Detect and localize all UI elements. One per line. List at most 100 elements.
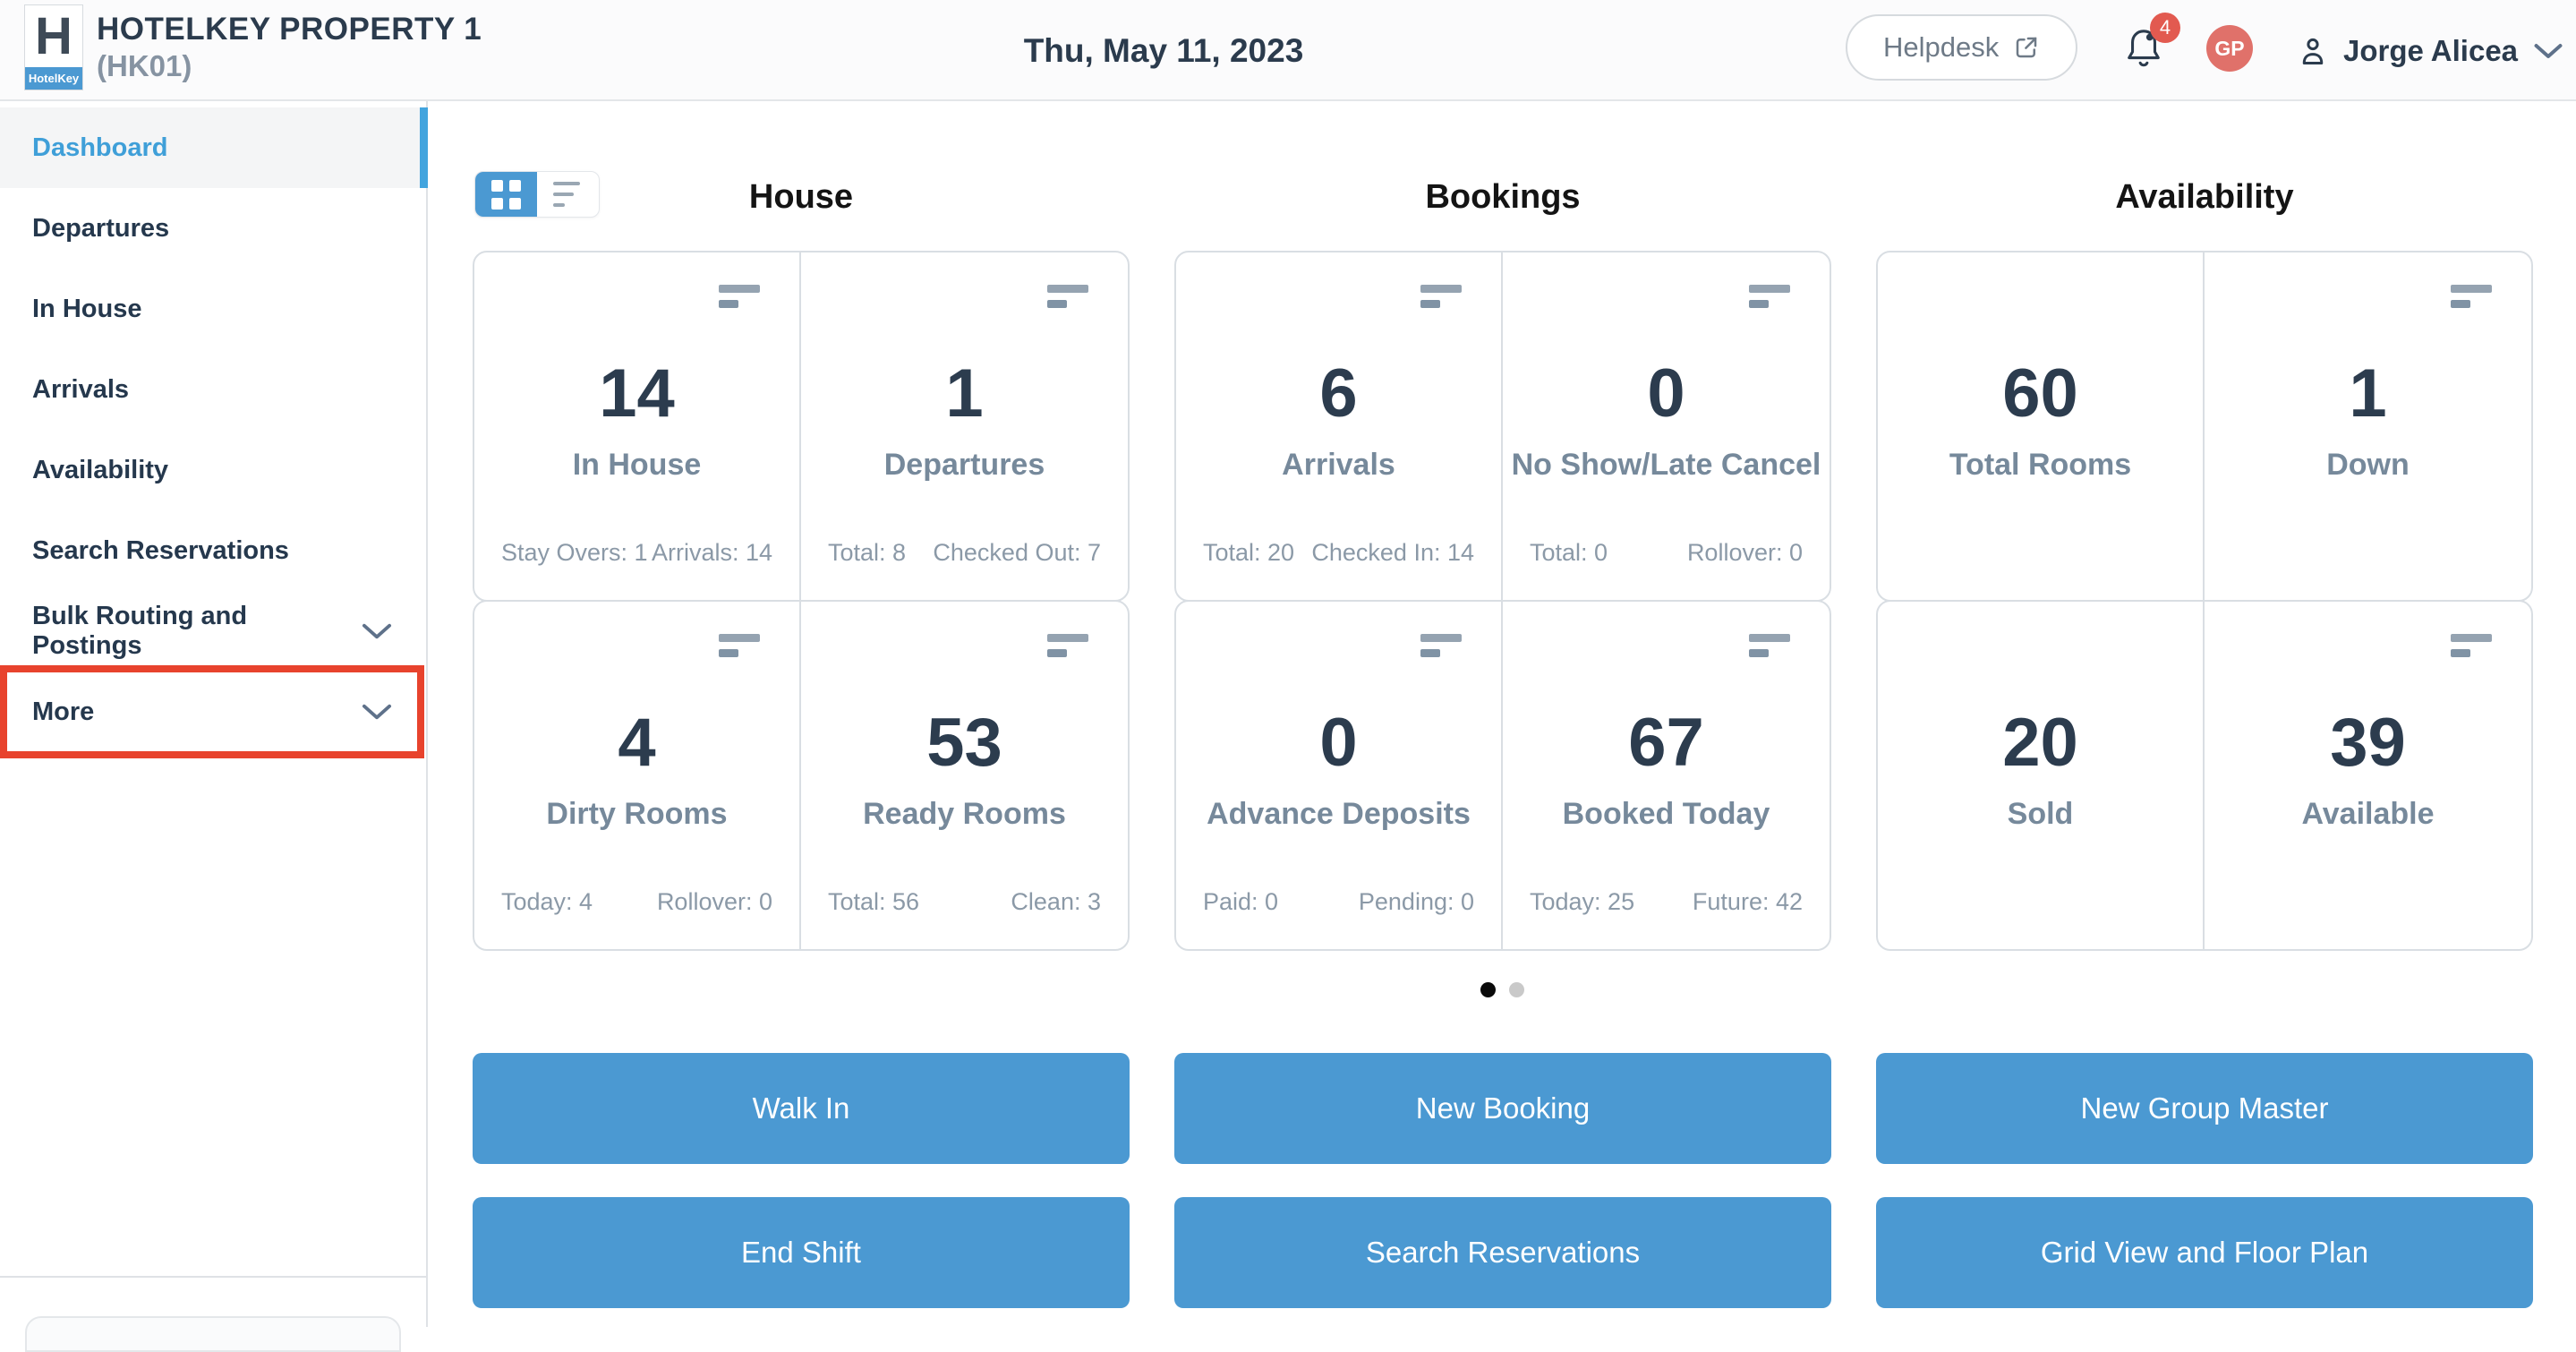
sidebar: Dashboard Departures In House Arrivals A… [0,101,428,1352]
stat-sub-left: Stay Overs: 1 [501,539,648,566]
card-menu-icon[interactable] [1749,285,1790,308]
hotelkey-logo-letter: H [35,7,73,65]
search-reservations-button[interactable]: Search Reservations [1174,1197,1831,1308]
card-group: 0 Advance Deposits Paid: 0 Pending: 0 67… [1174,600,1831,951]
new-group-master-button[interactable]: New Group Master [1876,1053,2533,1164]
person-icon [2297,33,2329,69]
stat-sub-left: Total: 20 [1203,539,1295,566]
chevron-down-icon [2532,41,2564,61]
sidebar-item-search-reservations[interactable]: Search Reservations [0,510,426,591]
sidebar-item-arrivals[interactable]: Arrivals [0,349,426,430]
sidebar-bottom-divider [0,1276,426,1278]
card-menu-icon[interactable] [1420,285,1462,308]
card-menu-icon[interactable] [719,285,760,308]
stat-label: Total Rooms [1949,448,2132,482]
grid-view-and-floor-plan-button[interactable]: Grid View and Floor Plan [1876,1197,2533,1308]
helpdesk-button[interactable]: Helpdesk [1846,14,2078,81]
sidebar-item-bulk-routing-and-postings[interactable]: Bulk Routing and Postings [0,591,426,672]
stat-label: Ready Rooms [863,797,1066,831]
card-group: 14 In House Stay Overs: 1 Arrivals: 14 1… [473,251,1130,602]
active-indicator-bar [420,107,428,188]
stat-card-dirty-rooms[interactable]: 4 Dirty Rooms Today: 4 Rollover: 0 [474,602,801,949]
stat-value: 53 [926,705,1002,781]
stat-value: 39 [2330,705,2406,781]
card-menu-icon[interactable] [2451,634,2492,657]
sidebar-item-label: Availability [32,455,169,484]
sidebar-item-label: Bulk Routing and Postings [32,602,248,660]
sidebar-item-in-house[interactable]: In House [0,269,426,349]
sidebar-item-dashboard[interactable]: Dashboard [0,107,428,188]
stat-sub-left: Today: 4 [501,888,593,915]
section-title-availability: Availability [2115,178,2294,216]
carousel-dot-1[interactable] [1480,982,1496,997]
notifications-button[interactable]: 4 [2123,13,2180,72]
stat-card-departures[interactable]: 1 Departures Total: 8 Checked Out: 7 [801,252,1128,600]
card-group: 6 Arrivals Total: 20 Checked In: 14 0 No… [1174,251,1831,602]
helpdesk-label: Helpdesk [1883,31,2000,63]
list-view-toggle-button[interactable] [537,172,599,217]
stat-sub-right: Checked Out: 7 [933,539,1101,566]
stat-sub-right: Clean: 3 [1011,888,1101,915]
stat-label: Available [2301,797,2435,831]
sidebar-item-availability[interactable]: Availability [0,430,426,510]
stat-sub-right: Checked In: 14 [1311,539,1474,566]
view-toggle [474,171,600,218]
avatar[interactable]: GP [2206,25,2253,72]
card-menu-icon[interactable] [1420,634,1462,657]
sidebar-item-more[interactable]: More [0,672,426,752]
hotelkey-logo: H HotelKey [24,4,83,90]
top-header: H HotelKey HOTELKEY PROPERTY 1 (HK01) Th… [0,0,2576,101]
stat-card-in-house[interactable]: 14 In House Stay Overs: 1 Arrivals: 14 [474,252,801,600]
card-group: 20 Sold 39 Available [1876,600,2533,951]
user-name: Jorge Alicea [2343,33,2519,67]
sidebar-item-label: More [32,697,95,726]
stat-value: 20 [2002,705,2078,781]
stat-card-down[interactable]: 1 Down [2205,252,2531,600]
sidebar-item-label: Dashboard [32,133,168,162]
stat-sub-left: Total: 0 [1530,539,1608,566]
sidebar-bottom-partial-button[interactable] [25,1316,401,1352]
walk-in-button[interactable]: Walk In [473,1053,1130,1164]
stat-card-ready-rooms[interactable]: 53 Ready Rooms Total: 56 Clean: 3 [801,602,1128,949]
chevron-down-icon [360,621,394,641]
card-menu-icon[interactable] [1047,285,1088,308]
stat-card-booked-today[interactable]: 67 Booked Today Today: 25 Future: 42 [1503,602,1830,949]
current-date: Thu, May 11, 2023 [1023,32,1304,69]
carousel-dot-2[interactable] [1508,982,1524,997]
card-menu-icon[interactable] [719,634,760,657]
stat-value: 6 [1319,355,1358,432]
stat-sub-right: Rollover: 0 [1686,539,1803,566]
sidebar-item-label: Search Reservations [32,535,289,565]
card-menu-icon[interactable] [1047,634,1088,657]
stat-value: 4 [618,705,656,781]
user-menu[interactable]: Jorge Alicea [2297,0,2564,101]
stat-label: No Show/Late Cancel [1511,448,1821,482]
stat-card-available[interactable]: 39 Available [2205,602,2531,949]
stat-card-advance-deposits[interactable]: 0 Advance Deposits Paid: 0 Pending: 0 [1176,602,1503,949]
end-shift-button[interactable]: End Shift [473,1197,1130,1308]
property-title-block: HOTELKEY PROPERTY 1 (HK01) [97,11,482,84]
sidebar-item-departures[interactable]: Departures [0,188,426,269]
sidebar-nav: Dashboard Departures In House Arrivals A… [0,101,428,752]
card-group: 60 Total Rooms 1 Down [1876,251,2533,602]
stat-sub-right: Arrivals: 14 [651,539,772,566]
stat-card-total-rooms[interactable]: 60 Total Rooms [1878,252,2205,600]
stat-label: Dirty Rooms [546,797,728,831]
card-menu-icon[interactable] [1749,634,1790,657]
stat-sub-left: Today: 25 [1530,888,1635,915]
carousel-dots [428,982,2576,997]
card-menu-icon[interactable] [2451,285,2492,308]
stat-card-no-show-late-cancel[interactable]: 0 No Show/Late Cancel Total: 0 Rollover:… [1503,252,1830,600]
grid-view-toggle-button[interactable] [475,172,537,217]
stat-sub-left: Total: 56 [828,888,920,915]
stat-sub-right: Future: 42 [1692,888,1803,915]
stat-card-sold[interactable]: 20 Sold [1878,602,2205,949]
stat-label: Departures [883,448,1045,482]
new-booking-button[interactable]: New Booking [1174,1053,1831,1164]
stat-label: Sold [2007,797,2074,831]
stat-value: 1 [945,355,984,432]
stat-sub-right: Pending: 0 [1358,888,1474,915]
dashboard-content: House 14 In House Stay Overs: 1 Arrivals… [428,101,2576,1327]
sidebar-item-label: Arrivals [32,374,130,404]
stat-card-arrivals[interactable]: 6 Arrivals Total: 20 Checked In: 14 [1176,252,1503,600]
